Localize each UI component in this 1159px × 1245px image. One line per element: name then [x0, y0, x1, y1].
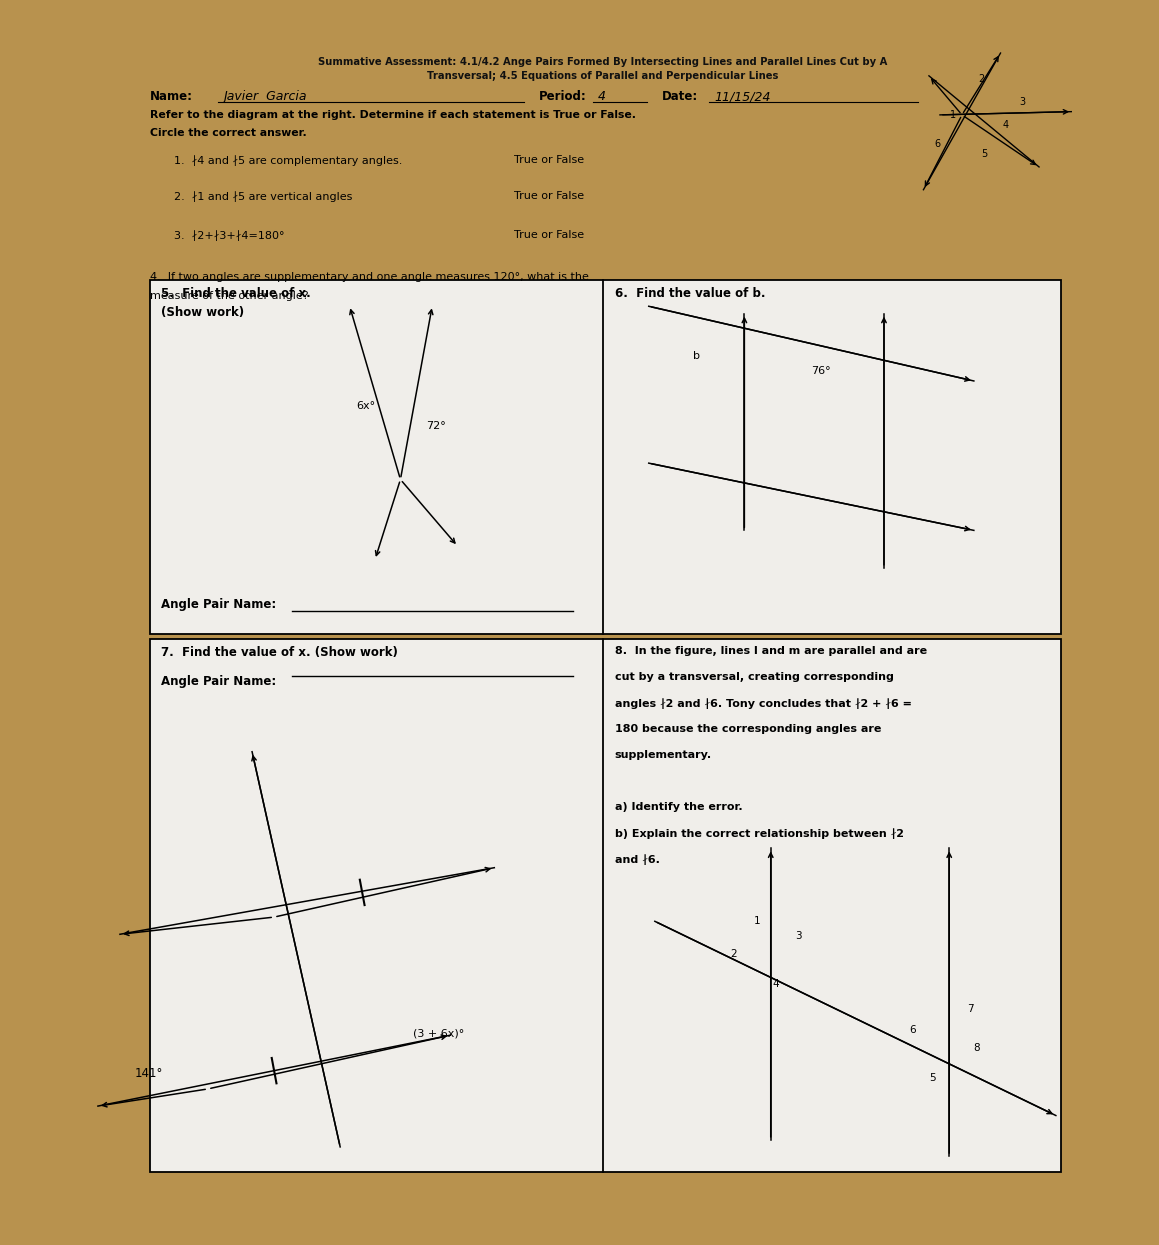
Text: 141°: 141° [134, 1067, 162, 1081]
Text: and ∤6.: and ∤6. [614, 854, 659, 865]
Text: 4: 4 [1003, 120, 1009, 129]
Text: 2: 2 [978, 75, 985, 85]
Text: 3.  ∤2+∤3+∤4=180°: 3. ∤2+∤3+∤4=180° [174, 230, 285, 240]
Text: 180 because the corresponding angles are: 180 because the corresponding angles are [614, 725, 881, 735]
Text: angles ∤2 and ∤6. Tony concludes that ∤2 + ∤6 =: angles ∤2 and ∤6. Tony concludes that ∤2… [614, 698, 911, 708]
Text: Name:: Name: [150, 91, 192, 103]
Text: 5: 5 [930, 1073, 936, 1083]
Text: Transversal; 4.5 Equations of Parallel and Perpendicular Lines: Transversal; 4.5 Equations of Parallel a… [427, 71, 779, 81]
Text: a) Identify the error.: a) Identify the error. [614, 802, 742, 812]
Text: measure of the other angle?: measure of the other angle? [150, 291, 308, 301]
Bar [150, 279, 1060, 634]
Text: True or False: True or False [515, 190, 584, 200]
Text: Circle the correct answer.: Circle the correct answer. [150, 128, 306, 138]
Text: 5.  Find the value of x.: 5. Find the value of x. [161, 286, 311, 300]
Text: 8: 8 [974, 1042, 981, 1052]
Text: 4: 4 [598, 91, 606, 103]
Text: 3: 3 [1020, 97, 1026, 107]
Text: 5: 5 [981, 149, 987, 159]
Text: 11/15/24: 11/15/24 [714, 91, 771, 103]
Text: 8.  In the figure, lines l and m are parallel and are: 8. In the figure, lines l and m are para… [614, 646, 927, 656]
Text: Refer to the diagram at the right. Determine if each statement is True or False.: Refer to the diagram at the right. Deter… [150, 111, 635, 121]
Text: 76°: 76° [811, 366, 831, 376]
Text: Angle Pair Name:: Angle Pair Name: [161, 598, 277, 610]
Text: 7: 7 [967, 1003, 974, 1013]
Text: 6: 6 [934, 139, 941, 149]
Text: supplementary.: supplementary. [614, 751, 712, 761]
Text: True or False: True or False [515, 156, 584, 166]
Text: b: b [693, 351, 700, 361]
Text: 4: 4 [772, 980, 779, 990]
Text: 3: 3 [795, 931, 802, 941]
Text: cut by a transversal, creating corresponding: cut by a transversal, creating correspon… [614, 672, 894, 682]
Text: (Show work): (Show work) [161, 305, 245, 319]
Text: 1: 1 [753, 916, 760, 926]
Text: 6: 6 [909, 1025, 916, 1035]
Text: Period:: Period: [539, 91, 586, 103]
Text: 1: 1 [950, 110, 956, 120]
Text: 2: 2 [730, 949, 737, 959]
Text: Date:: Date: [662, 91, 698, 103]
Text: 7.  Find the value of x. (Show work): 7. Find the value of x. (Show work) [161, 646, 399, 659]
Text: Javier  Garcia: Javier Garcia [224, 91, 307, 103]
Text: b) Explain the correct relationship between ∤2: b) Explain the correct relationship betw… [614, 828, 904, 839]
Text: 6.  Find the value of b.: 6. Find the value of b. [614, 286, 765, 300]
Text: 72°: 72° [427, 421, 446, 431]
Text: (3 + 6x)°: (3 + 6x)° [413, 1028, 464, 1038]
Bar [150, 639, 1060, 1173]
Text: True or False: True or False [515, 230, 584, 240]
Text: 4.  If two angles are supplementary and one angle measures 120°, what is the: 4. If two angles are supplementary and o… [150, 273, 589, 283]
Text: Angle Pair Name:: Angle Pair Name: [161, 675, 277, 687]
Text: 1.  ∤4 and ∤5 are complementary angles.: 1. ∤4 and ∤5 are complementary angles. [174, 156, 402, 166]
Text: 2.  ∤1 and ∤5 are vertical angles: 2. ∤1 and ∤5 are vertical angles [174, 190, 352, 202]
Text: 6x°: 6x° [357, 401, 376, 411]
Text: Summative Assessment: 4.1/4.2 Ange Pairs Formed By Intersecting Lines and Parall: Summative Assessment: 4.1/4.2 Ange Pairs… [318, 57, 888, 67]
